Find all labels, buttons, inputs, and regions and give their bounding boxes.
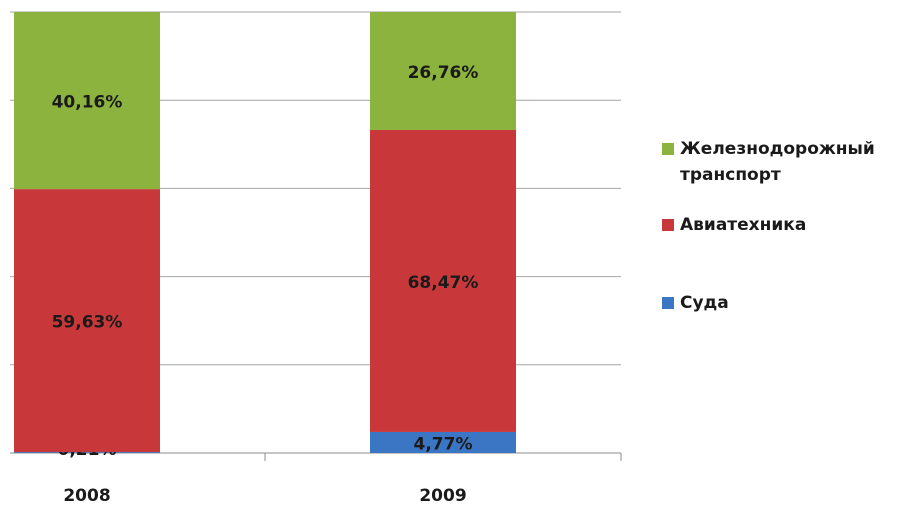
legend-item: Суда <box>662 290 902 316</box>
legend-swatch <box>662 143 674 155</box>
bar-segment <box>370 130 516 432</box>
legend: Железнодорожный транспорт Авиатехника Суда <box>662 136 902 316</box>
data-label: 26,76% <box>408 63 479 83</box>
bar-segment <box>370 431 516 453</box>
bar-segment <box>14 452 160 453</box>
bar-segment <box>14 12 160 190</box>
x-tick-label: 2008 <box>63 486 110 506</box>
legend-swatch <box>662 219 674 231</box>
legend-label: Авиатехника <box>680 215 807 235</box>
bar-segment <box>14 189 160 453</box>
legend-label: Суда <box>680 293 729 313</box>
data-label: 4,77% <box>414 434 473 454</box>
legend-swatch <box>662 297 674 309</box>
legend-item: Авиатехника <box>662 212 902 238</box>
data-label: 40,16% <box>52 93 123 113</box>
data-label: 59,63% <box>52 313 123 333</box>
bar-segment <box>370 12 516 131</box>
x-tick-label: 2009 <box>419 486 466 506</box>
legend-label: Железнодорожный транспорт <box>680 139 875 185</box>
legend-item: Железнодорожный транспорт <box>662 136 902 188</box>
data-label: 68,47% <box>408 273 479 293</box>
